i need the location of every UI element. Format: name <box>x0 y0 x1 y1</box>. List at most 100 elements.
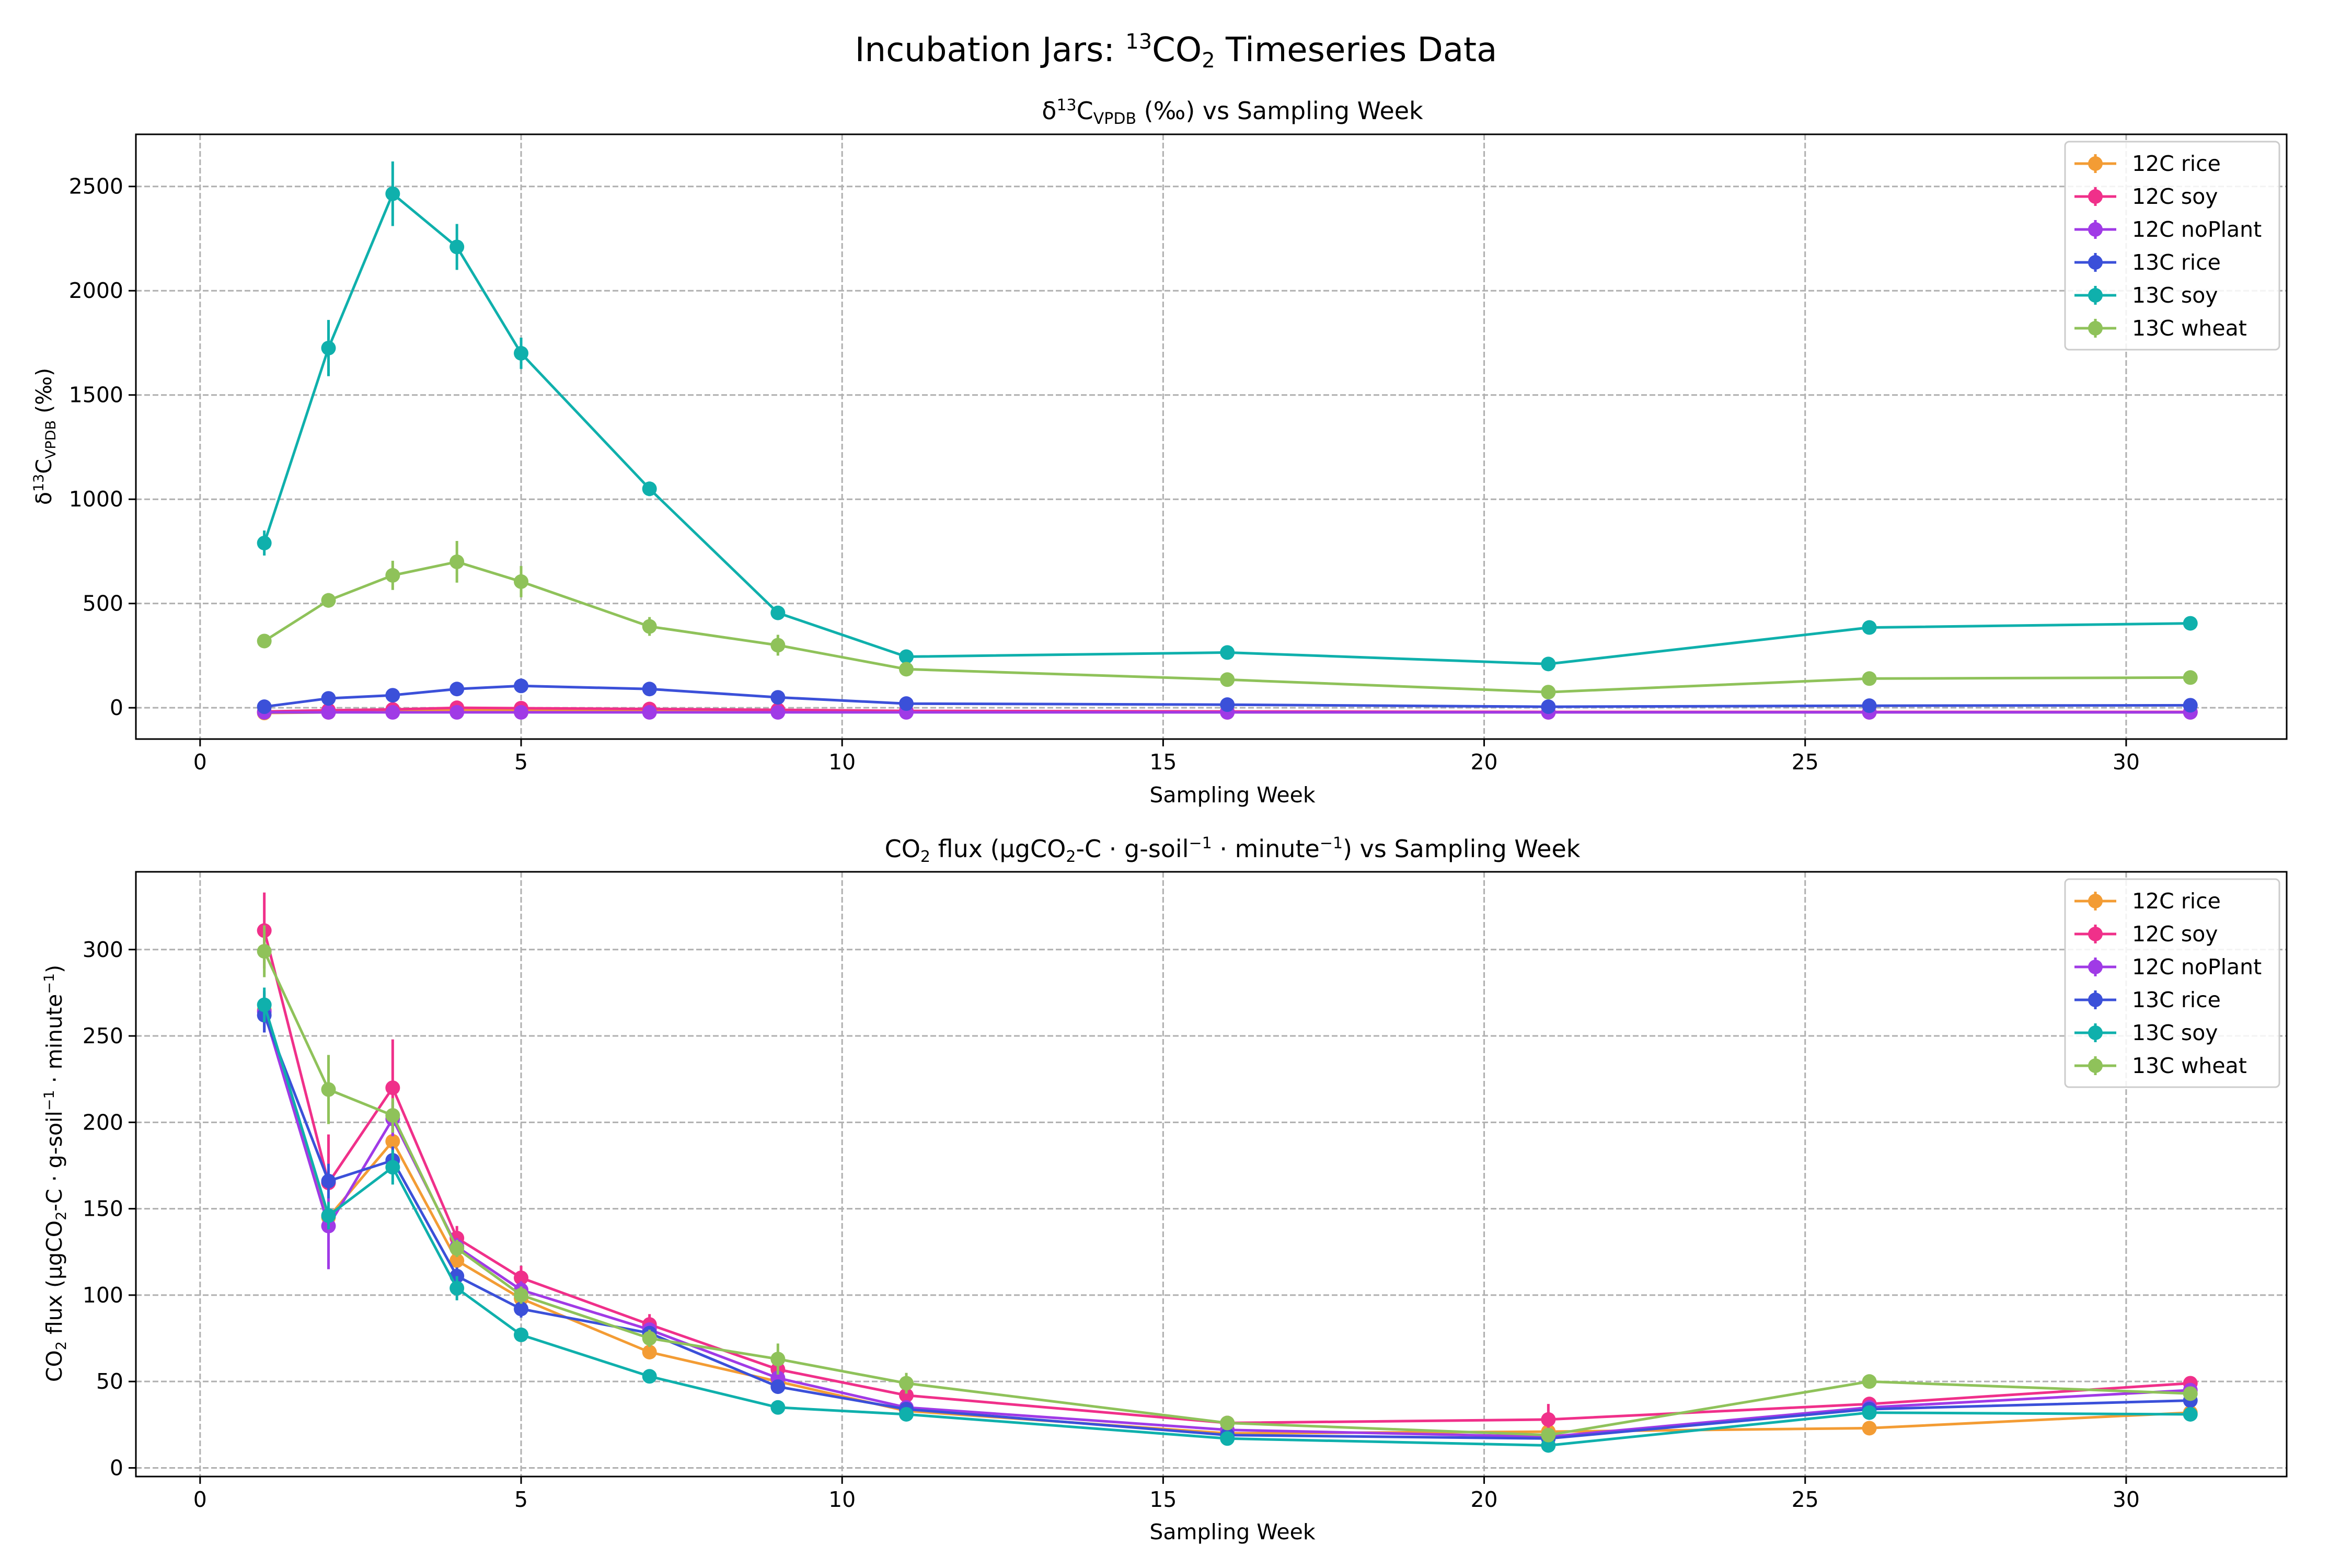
co2-flux-x-tick-label: 10 <box>828 1487 856 1512</box>
delta13c-y-axis-label: δ13CVPDB (‰) <box>31 368 59 505</box>
delta13c-data-point <box>1862 698 1877 713</box>
figure-title-end: Timeseries Data <box>1215 31 1497 70</box>
delta13c-legend-marker <box>2088 255 2103 270</box>
delta13c-x-tick-label: 5 <box>514 750 528 775</box>
co2-flux-title-sub2: 2 <box>1066 848 1076 866</box>
delta13c-legend-item-13c-rice: 13C rice <box>2074 250 2221 275</box>
co2-flux-legend-marker <box>2088 927 2103 941</box>
delta13c-series-13c-rice <box>257 678 2198 714</box>
delta13c-data-point <box>321 691 336 706</box>
delta13c-y-tick-label: 0 <box>110 695 123 720</box>
delta13c-data-point <box>770 605 786 620</box>
delta13c-data-point <box>1862 620 1877 635</box>
delta13c-legend-marker <box>2088 189 2103 204</box>
co2-flux-data-point <box>899 1388 914 1403</box>
delta13c-legend-label: 12C rice <box>2132 151 2221 176</box>
delta13c-y-tick-label: 1500 <box>69 383 123 408</box>
delta13c-series-12c-noplant <box>257 705 2198 720</box>
delta13c-title-sub: VPDB <box>1093 110 1136 128</box>
delta13c-y-tick-label: 1000 <box>69 487 123 512</box>
co2-flux-data-point <box>449 1253 465 1268</box>
delta13c-data-point <box>514 678 529 694</box>
delta13c-x-tick-label: 15 <box>1149 750 1177 775</box>
co2-flux-y-tick-label: 300 <box>83 937 123 962</box>
delta13c-x-axis-label: Sampling Week <box>1149 782 1316 808</box>
delta13c-series-line <box>263 192 2190 665</box>
co2-flux-legend-label: 13C soy <box>2132 1020 2218 1045</box>
co2-flux-data-point <box>385 1134 400 1149</box>
delta13c-legend-marker <box>2088 321 2103 336</box>
delta13c-title-rest: (‰) vs Sampling Week <box>1136 97 1423 125</box>
co2-flux-y-tick-label: 50 <box>96 1369 123 1394</box>
co2-flux-data-point <box>1220 1415 1235 1431</box>
delta13c-data-point <box>1220 672 1235 687</box>
co2-flux-data-point <box>321 1173 336 1189</box>
delta13c-data-point <box>257 535 272 550</box>
co2-flux-title-sup2: −1 <box>1320 834 1343 852</box>
delta13c-panel-title: δ13CVPDB (‰) vs Sampling Week <box>1042 96 1423 128</box>
co2-flux-series-line <box>263 1009 2190 1435</box>
delta13c-data-point <box>770 690 786 705</box>
delta13c-data-point <box>899 662 914 677</box>
delta13c-legend-marker <box>2088 288 2103 303</box>
delta13c-data-point <box>770 705 786 720</box>
delta13c-data-point <box>770 638 786 653</box>
delta13c-data-point <box>321 340 336 355</box>
co2-flux-data-point <box>770 1400 786 1415</box>
delta13c-ylabel-rest: (‰) <box>31 368 56 420</box>
co2-flux-x-tick-label: 15 <box>1149 1487 1177 1512</box>
delta13c-data-point <box>321 593 336 608</box>
co2-flux-legend-item-13c-soy: 13C soy <box>2074 1020 2218 1045</box>
co2-flux-data-point <box>1541 1438 1556 1453</box>
delta13c-series-13c-wheat <box>257 540 2198 700</box>
delta13c-data-point <box>1862 671 1877 686</box>
delta13c-title-c: C <box>1077 97 1093 125</box>
delta13c-legend-label: 13C wheat <box>2132 316 2247 341</box>
delta13c-x-tick-label: 10 <box>828 750 856 775</box>
co2-flux-data-point <box>770 1379 786 1394</box>
co2-flux-ylabel-sup1: −1 <box>41 1090 57 1111</box>
delta13c-legend-item-12c-noplant: 12C noPlant <box>2074 217 2262 242</box>
delta13c-legend-item-13c-wheat: 13C wheat <box>2074 316 2247 341</box>
co2-flux-legend-label: 12C rice <box>2132 889 2221 914</box>
co2-flux-data-point <box>1541 1427 1556 1443</box>
co2-flux-grid <box>136 872 2287 1477</box>
co2-flux-ylabel-a: CO <box>42 1350 67 1382</box>
co2-flux-legend-label: 12C soy <box>2132 921 2218 947</box>
co2-flux-legend-marker <box>2088 960 2103 974</box>
co2-flux-y-tick-label: 100 <box>83 1283 123 1308</box>
delta13c-data-point <box>449 554 465 569</box>
delta13c-ticks: 0 5 10 15 20 25 30 0 500 1000 1500 2000 2500 <box>69 174 2140 775</box>
co2-flux-data-point <box>449 1241 465 1256</box>
co2-flux-y-tick-label: 0 <box>110 1455 123 1480</box>
co2-flux-data-point <box>899 1376 914 1391</box>
co2-flux-x-tick-label: 25 <box>1792 1487 1819 1512</box>
delta13c-data-point <box>385 705 400 720</box>
delta13c-legend-marker <box>2088 222 2103 237</box>
co2-flux-title-sub1: 2 <box>920 848 930 866</box>
delta13c-title-sup: 13 <box>1056 96 1076 114</box>
co2-flux-x-axis-label: Sampling Week <box>1149 1519 1316 1544</box>
co2-flux-data-point <box>2183 1386 2198 1401</box>
delta13c-data-point <box>514 345 529 361</box>
delta13c-series-line <box>263 560 2190 694</box>
co2-flux-data-point <box>385 1108 400 1123</box>
co2-flux-x-tick-label: 5 <box>514 1487 528 1512</box>
co2-flux-ylabel-c: -C · g-soil <box>42 1111 67 1212</box>
co2-flux-x-tick-label: 0 <box>193 1487 207 1512</box>
co2-flux-data-point <box>2183 1406 2198 1422</box>
co2-flux-data-point <box>514 1327 529 1342</box>
delta13c-data-point <box>2183 670 2198 685</box>
delta13c-grid <box>136 134 2287 739</box>
delta13c-y-tick-label: 2500 <box>69 174 123 199</box>
co2-flux-ylabel-e: ) <box>42 965 67 973</box>
co2-flux-data-point <box>514 1287 529 1302</box>
co2-flux-legend-marker <box>2088 894 2103 908</box>
co2-flux-data-point <box>514 1301 529 1317</box>
delta13c-data-point <box>899 649 914 664</box>
co2-flux-data-point <box>642 1331 657 1346</box>
co2-flux-data-point <box>770 1352 786 1367</box>
co2-flux-title-sup1: −1 <box>1189 834 1212 852</box>
